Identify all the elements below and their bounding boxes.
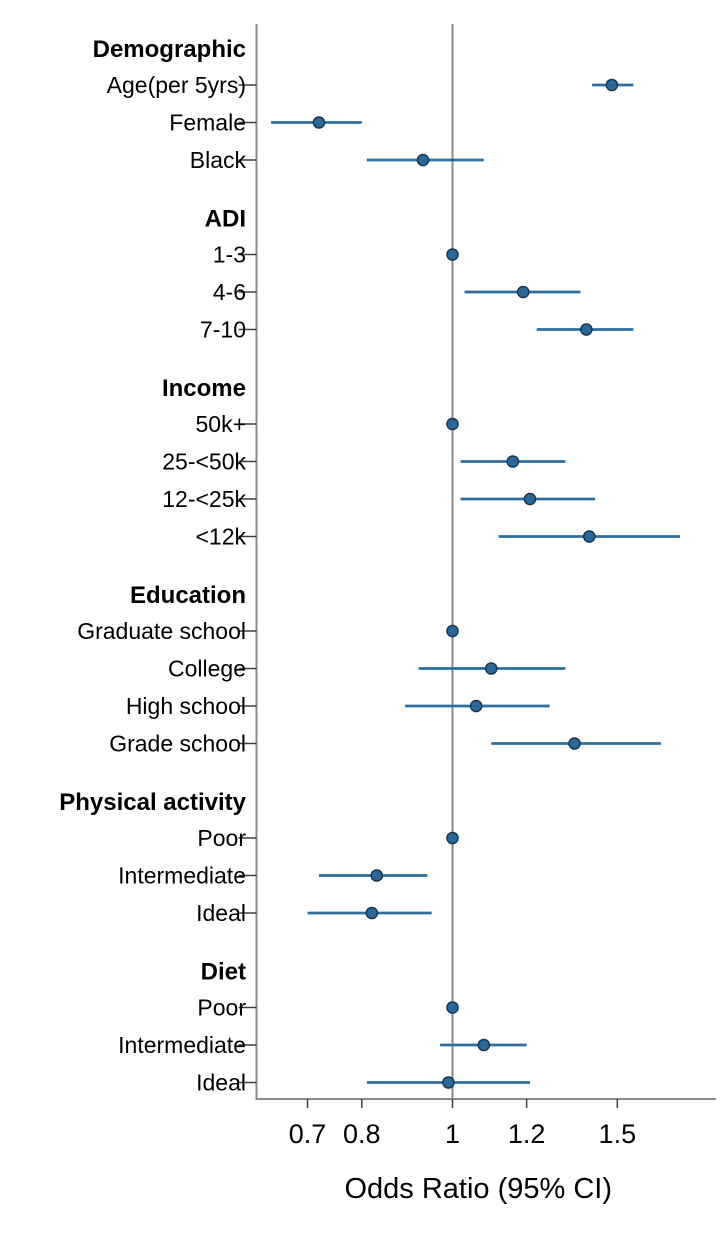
x-axis-title: Odds Ratio (95% CI) (344, 1173, 612, 1205)
row-label: Ideal (196, 900, 246, 926)
or-point (312, 116, 326, 129)
row-label: Ideal (196, 1069, 246, 1095)
row-label: Female (169, 109, 246, 135)
row-label: 12-<25k (162, 486, 246, 512)
section-header: Demographic (93, 36, 246, 63)
or-point (446, 248, 459, 261)
or-point (605, 78, 619, 92)
row-label: Intermediate (118, 862, 246, 888)
or-point (523, 492, 537, 506)
row-label: 7-10 (200, 316, 246, 342)
or-point (506, 455, 520, 468)
row-label: 4-6 (213, 279, 246, 305)
or-point (477, 1038, 491, 1052)
or-point (370, 869, 384, 882)
or-point (580, 323, 593, 336)
x-tick-label: 0.7 (289, 1119, 327, 1149)
or-point (442, 1076, 455, 1089)
x-tick-label: 1.5 (599, 1119, 637, 1149)
or-point (484, 662, 498, 675)
row-label: Intermediate (118, 1032, 246, 1058)
or-point (582, 530, 596, 543)
or-point (446, 1001, 459, 1014)
section-header: Income (162, 375, 246, 402)
row-label: 50k+ (195, 411, 246, 437)
or-point (446, 417, 459, 431)
or-point (416, 153, 430, 167)
row-label: <12k (195, 523, 246, 549)
or-point (516, 285, 530, 299)
section-header: ADI (205, 206, 246, 233)
row-label: Grade school (109, 730, 246, 756)
section-header: Physical activity (59, 789, 246, 816)
or-point (365, 906, 379, 920)
row-label: High school (126, 693, 246, 719)
or-point (469, 699, 483, 713)
or-point (446, 831, 459, 845)
row-label: Age(per 5yrs) (107, 72, 246, 98)
row-label: 1-3 (213, 241, 246, 267)
section-header: Education (130, 582, 246, 609)
row-label: Graduate school (77, 618, 246, 644)
row-label: Poor (197, 994, 246, 1020)
or-point (568, 737, 581, 750)
x-tick-label: 1.2 (508, 1119, 546, 1149)
row-label: College (168, 655, 246, 681)
x-tick-label: 1 (445, 1119, 460, 1149)
row-label: Poor (197, 825, 246, 851)
or-point (446, 624, 459, 638)
row-label: Black (190, 147, 247, 173)
section-header: Diet (201, 959, 246, 986)
x-tick-label: 0.8 (343, 1119, 381, 1149)
row-label: 25-<50k (162, 448, 246, 474)
